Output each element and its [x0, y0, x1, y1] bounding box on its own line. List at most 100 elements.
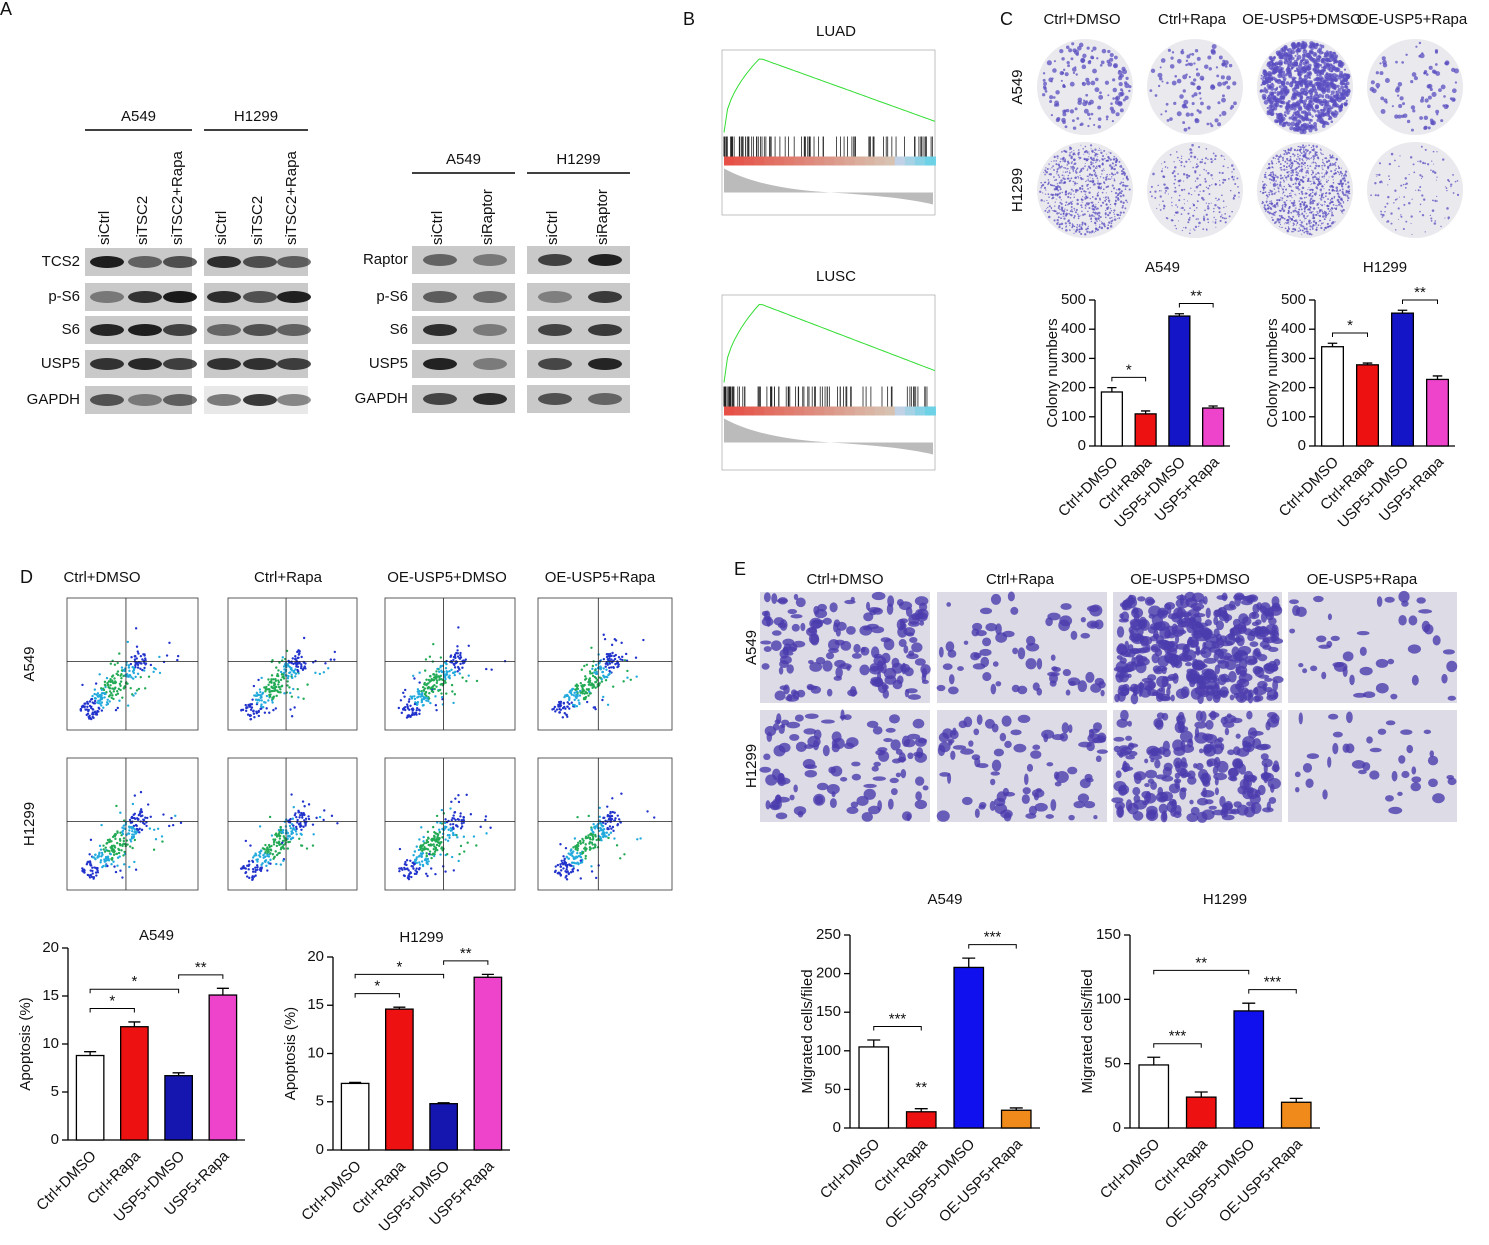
colony [1309, 113, 1312, 117]
colony [1094, 227, 1098, 230]
blot-band [277, 324, 311, 336]
flow-event [140, 828, 144, 832]
colony [1046, 60, 1052, 66]
flow-event [587, 694, 590, 697]
flow-event [427, 678, 431, 682]
colony [1273, 106, 1278, 111]
flow-event [411, 707, 415, 710]
colony [1109, 173, 1111, 176]
colony [1337, 166, 1341, 170]
flow-event [418, 693, 421, 696]
colony [1076, 198, 1079, 202]
flow-event [294, 668, 297, 671]
blot-band [128, 291, 162, 303]
colony [1314, 155, 1317, 157]
colony [1214, 158, 1217, 161]
flow-event [248, 713, 252, 717]
colony [1084, 207, 1087, 209]
flow-event [425, 678, 428, 681]
flow-event [109, 662, 113, 665]
colony [1299, 98, 1303, 103]
colony [1298, 61, 1303, 66]
colony [1298, 145, 1300, 148]
colony [1054, 193, 1057, 196]
colony [1117, 198, 1120, 201]
colony [1311, 226, 1314, 229]
colony [1096, 220, 1098, 222]
colony [1094, 218, 1098, 221]
colony [1382, 62, 1388, 68]
colony [1303, 207, 1307, 210]
colony [1343, 179, 1347, 182]
colony [1290, 189, 1293, 192]
colony [1293, 148, 1296, 151]
colony [1285, 188, 1288, 191]
flow-event [420, 700, 424, 704]
colony [1325, 174, 1327, 176]
colony [1188, 158, 1190, 161]
colony [1297, 178, 1300, 181]
flow-event [156, 827, 160, 830]
flow-event [135, 645, 139, 648]
colony [1324, 100, 1327, 104]
flow-event [274, 679, 278, 683]
colony [1230, 164, 1234, 167]
colony [1067, 220, 1069, 223]
colony [1221, 214, 1223, 216]
colony [1303, 155, 1305, 158]
colony [1205, 228, 1208, 231]
colony [1187, 62, 1191, 66]
colony [1052, 96, 1056, 99]
column-header: Ctrl+DMSO [63, 569, 140, 586]
colony [1338, 190, 1340, 192]
colony [1331, 175, 1334, 178]
colony [1316, 177, 1318, 179]
colony [1394, 198, 1397, 201]
colony [1098, 147, 1101, 149]
flow-event [111, 694, 114, 697]
colony [1335, 157, 1338, 160]
colony [1298, 77, 1303, 82]
colony [1111, 120, 1115, 123]
blot-band [163, 324, 197, 336]
colony [1084, 190, 1087, 193]
colony [1079, 186, 1082, 190]
colony [1081, 221, 1084, 224]
colony [1305, 171, 1308, 174]
colony [1311, 169, 1313, 171]
colony [1402, 183, 1405, 186]
column-header: Ctrl+DMSO [1043, 11, 1120, 28]
colony [1049, 168, 1051, 170]
colony [1309, 225, 1312, 228]
colony [1047, 206, 1049, 209]
colony [1428, 65, 1433, 70]
blot-band [538, 393, 572, 405]
colony [1303, 149, 1305, 151]
colony [1173, 175, 1177, 178]
colony [1269, 174, 1272, 177]
colony [1339, 64, 1344, 68]
colony [1264, 89, 1269, 94]
colony [1322, 153, 1324, 156]
colony [1312, 161, 1315, 164]
flow-event [171, 823, 175, 827]
colony [1266, 195, 1269, 198]
colony [1278, 105, 1282, 108]
colony [1299, 95, 1304, 100]
colony [1294, 76, 1297, 80]
colony [1180, 164, 1183, 167]
colony [1308, 180, 1310, 182]
colony [1121, 206, 1124, 209]
colony [1198, 221, 1201, 225]
colony [1427, 95, 1432, 100]
colony [1109, 152, 1112, 155]
colony [1310, 173, 1313, 176]
colony [1173, 161, 1175, 163]
colony [1315, 173, 1317, 176]
flow-event [606, 657, 610, 661]
colony [1298, 149, 1302, 152]
colony [1086, 183, 1088, 186]
flow-event [108, 838, 111, 841]
colony [1211, 184, 1213, 186]
colony [1297, 215, 1300, 218]
